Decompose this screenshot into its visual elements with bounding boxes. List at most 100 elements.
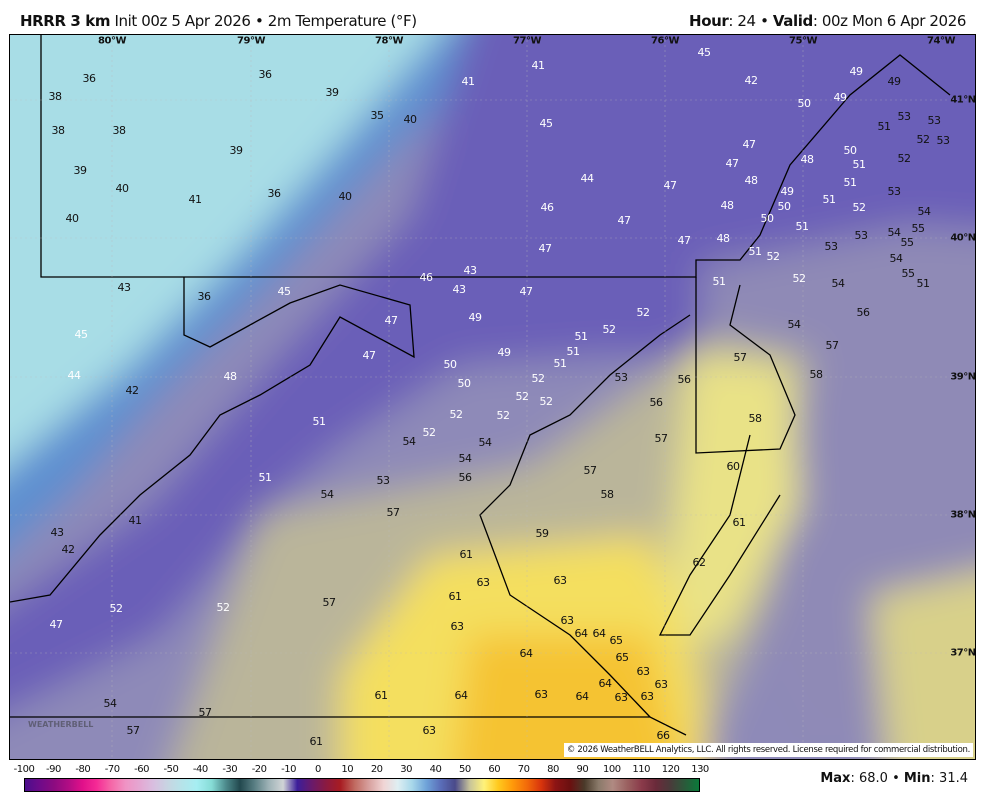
temperature-label: 57 [198,706,213,719]
temperature-label: 53 [927,114,942,127]
temperature-label: 52 [602,323,617,336]
temperature-label: 62 [692,556,707,569]
temperature-label: 45 [74,328,89,341]
temperature-label: 48 [744,174,759,187]
max-label: Max [820,771,851,786]
temperature-label: 63 [636,665,651,678]
colorbar-tick: -90 [45,764,61,775]
temperature-label: 54 [320,488,335,501]
temperature-label: 42 [125,384,140,397]
temperature-label: 50 [797,97,812,110]
temperature-label: 54 [458,452,473,465]
temperature-label: 49 [887,75,902,88]
latitude-label: 37°N [950,647,976,659]
temperature-label: 39 [325,86,340,99]
valid-value: : 00z Mon 6 Apr 2026 [812,12,967,30]
temperature-label: 56 [677,373,692,386]
temperature-label: 53 [614,371,629,384]
temperature-label: 51 [843,176,858,189]
temperature-label: 39 [229,144,244,157]
temperature-label: 48 [800,153,815,166]
temperature-label: 61 [309,735,324,748]
separator: • [892,771,900,786]
temperature-label: 43 [452,283,467,296]
temperature-label: 56 [458,471,473,484]
temperature-label: 52 [636,306,651,319]
temperature-label: 63 [450,620,465,633]
temperature-label: 57 [654,432,669,445]
temperature-label: 40 [115,182,130,195]
colorbar-tick: 100 [603,764,621,775]
longitude-label: 80°W [98,35,126,47]
temperature-label: 50 [443,358,458,371]
latitude-label: 38°N [950,509,976,521]
temperature-label: 47 [538,242,553,255]
colorbar-tick: 40 [429,764,442,775]
colorbar-tick: 90 [576,764,589,775]
colorbar-tick: -20 [251,764,267,775]
colorbar-tick: 80 [547,764,559,775]
state-borders [10,35,951,736]
weatherbell-logo: WEATHERBELL [28,720,94,729]
colorbar-tick: 30 [400,764,412,775]
colorbar-tick: -10 [281,764,296,775]
temperature-label: 65 [609,634,624,647]
field-name: 2m Temperature (°F) [267,12,417,30]
colorbar-tick: -80 [75,764,91,775]
temperature-label: 64 [454,689,469,702]
temperature-label: 51 [258,471,273,484]
colorbar-tick: 60 [488,764,501,775]
temperature-label: 47 [663,179,678,192]
hour-label: Hour [689,12,729,30]
temperature-label: 47 [362,349,377,362]
temperature-label: 47 [677,234,692,247]
temperature-label: 64 [575,690,590,703]
temperature-label: 49 [849,65,864,78]
temperature-label: 40 [403,113,418,126]
colorbar-tick: -70 [104,764,120,775]
temperature-label: 47 [384,314,399,327]
colorbar-tick: -50 [163,764,179,775]
temperature-label: 43 [117,281,132,294]
temperature-label: 57 [126,724,141,737]
separator: • [254,12,264,30]
temperature-label: 51 [748,245,763,258]
colorbar-tick: 20 [370,764,383,775]
temperature-label: 35 [370,109,385,122]
min-label: Min [903,771,931,786]
temperature-label: 51 [852,158,867,171]
temperature-label: 52 [216,601,231,614]
temperature-label: 54 [917,205,932,218]
temperature-label: 52 [496,409,511,422]
temperature-label: 53 [936,134,951,147]
temperature-label: 66 [656,729,671,742]
temperature-label: 63 [654,678,669,691]
temperature-label: 50 [843,144,858,157]
temperature-label: 52 [852,201,867,214]
temperature-label: 55 [900,236,915,249]
temperature-label: 42 [61,543,76,556]
colorbar-ticks: -100 -90 -80 -70 -60 -50 -40 -30 -20 -10 0 10 20 30 40… [14,764,710,776]
temperature-label: 52 [109,602,124,615]
temperature-label: 57 [386,506,401,519]
map-title: HRRR 3 km Init 00z 5 Apr 2026 • 2m Tempe… [20,12,417,30]
temperature-label: 38 [48,90,63,103]
temperature-label: 58 [748,412,763,425]
temperature-label: 49 [497,346,512,359]
valid-time: Hour: 24 • Valid: 00z Mon 6 Apr 2026 [689,12,966,30]
temperature-label: 55 [901,267,916,280]
temperature-label: 48 [716,232,731,245]
temperature-label: 65 [615,651,630,664]
temperature-label: 41 [188,193,203,206]
temperature-label: 52 [916,133,931,146]
temperature-label: 49 [468,311,483,324]
temperature-label: 54 [478,436,493,449]
temperature-label: 51 [712,275,727,288]
longitude-label: 75°W [789,35,817,47]
temperature-label: 56 [856,306,871,319]
temperature-label: 57 [733,351,748,364]
temperature-label: 47 [519,285,534,298]
longitude-label: 76°W [651,35,679,47]
hour-value: : 24 [728,12,756,30]
temperature-label: 36 [258,68,273,81]
